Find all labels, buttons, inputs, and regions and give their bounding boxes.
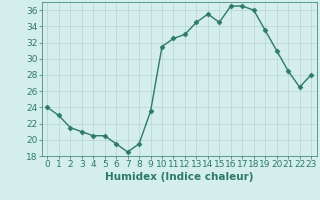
X-axis label: Humidex (Indice chaleur): Humidex (Indice chaleur) (105, 172, 253, 182)
